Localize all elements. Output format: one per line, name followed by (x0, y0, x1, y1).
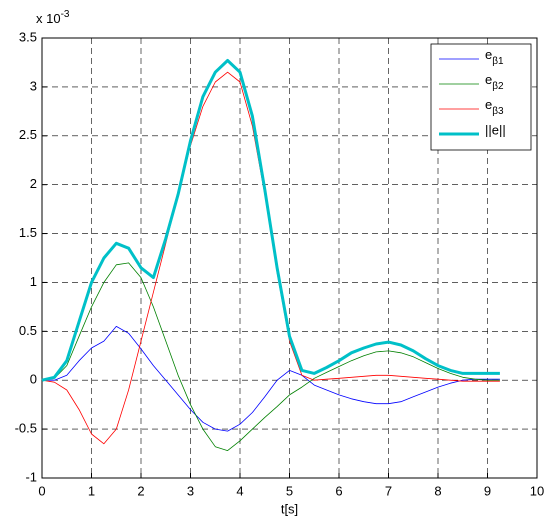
x-tick-label: 2 (137, 483, 144, 498)
x-tick-label: 10 (530, 483, 544, 498)
y-tick-label: 3.5 (19, 29, 37, 44)
x-tick-label: 8 (434, 483, 441, 498)
legend-label: eβ1 (485, 47, 504, 66)
x-axis-label: t[s] (281, 501, 298, 516)
legend-box (430, 43, 532, 151)
legend-label: eβ3 (485, 97, 504, 116)
y-tick-label: 0.5 (19, 323, 37, 338)
y-tick-label: 0 (30, 372, 37, 387)
y-tick-label: 3 (30, 78, 37, 93)
y-tick-label: -1 (25, 469, 37, 484)
x-tick-label: 7 (385, 483, 392, 498)
x-tick-label: 0 (38, 483, 45, 498)
data-line (42, 326, 500, 432)
data-line (41, 262, 500, 451)
y-tick-label: 1.5 (19, 225, 37, 240)
exponent-label: x 10-3 (36, 9, 70, 27)
y-tick-label: -0.5 (15, 421, 37, 436)
y-tick-label: 2 (30, 176, 37, 191)
plot-frame (41, 37, 538, 479)
legend-label: ||e|| (485, 122, 506, 137)
x-tick-label: 1 (88, 483, 95, 498)
x-tick-label: 5 (286, 483, 293, 498)
x-tick-label: 9 (484, 483, 491, 498)
y-tick-label: 2.5 (19, 127, 37, 142)
data-line (41, 59, 500, 382)
y-tick-label: 1 (30, 274, 37, 289)
legend-label: eβ2 (485, 72, 504, 91)
x-tick-label: 3 (187, 483, 194, 498)
legend: eβ1 eβ2 eβ3 ||e|| (430, 43, 532, 151)
x-tick-label: 6 (335, 483, 342, 498)
x-tick-label: 4 (236, 483, 243, 498)
